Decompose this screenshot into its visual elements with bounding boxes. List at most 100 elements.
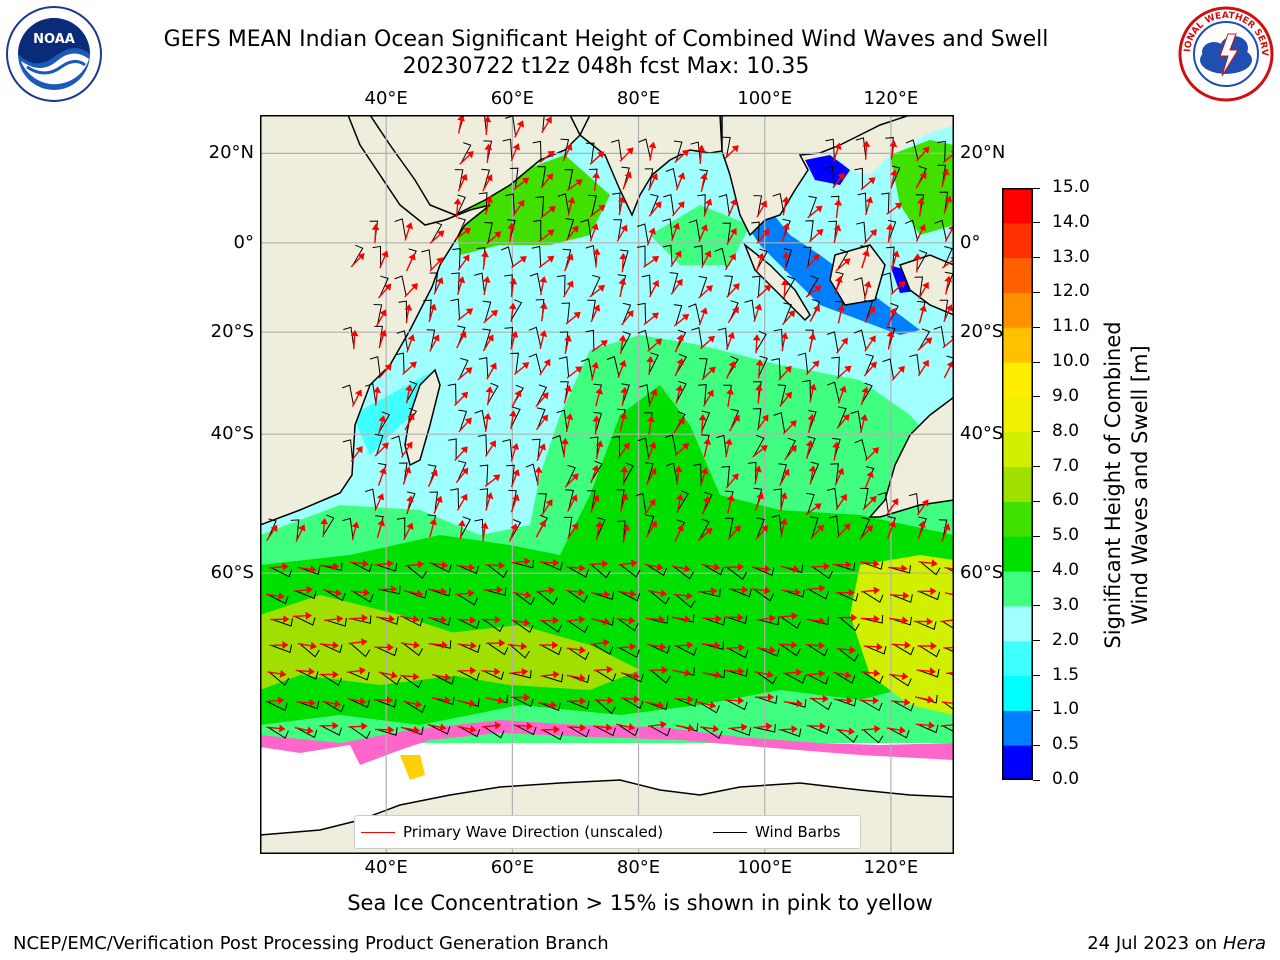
wind-barb [751, 275, 761, 297]
colorbar-segment [1002, 710, 1033, 746]
wave-direction-arrow [810, 562, 830, 571]
wind-barb [637, 329, 650, 351]
wave-direction-arrow [941, 168, 950, 188]
wind-barb [943, 246, 953, 268]
wave-direction-arrow [591, 340, 608, 353]
wave-direction-arrow [859, 696, 880, 705]
wave-direction-arrow [351, 389, 363, 407]
wind-barb [458, 409, 468, 431]
wind-barb [675, 594, 696, 609]
wind-barb [675, 329, 687, 351]
wind-barb [610, 139, 622, 160]
wave-direction-arrow [835, 727, 856, 736]
wind-barb [839, 617, 860, 632]
wave-direction-arrow [319, 721, 339, 730]
wind-barb [290, 519, 300, 540]
wind-barb [938, 519, 948, 540]
wave-direction-arrow [702, 389, 714, 407]
wind-barb [531, 245, 542, 267]
wind-barb [905, 139, 919, 160]
wave-direction-arrow [321, 699, 341, 708]
wave-direction-arrow [834, 275, 843, 295]
wind-barb [778, 463, 788, 485]
wave-direction-arrow [862, 140, 871, 160]
wind-barb [622, 302, 632, 324]
wave-direction-arrow [565, 413, 574, 433]
wave-direction-arrow [886, 330, 895, 350]
wave-direction-arrow [674, 465, 683, 485]
wind-barb [777, 384, 787, 406]
wave-direction-arrow [373, 386, 382, 406]
wave-direction-arrow [540, 173, 554, 189]
wave-direction-arrow [724, 253, 736, 271]
wave-direction-arrow [806, 669, 826, 678]
wave-direction-arrow [781, 196, 790, 216]
wind-barb [751, 221, 760, 243]
wave-direction-arrow [431, 673, 452, 681]
colorbar-segment [1002, 257, 1033, 293]
lat-tick-left: 0° [233, 231, 254, 253]
wave-direction-arrow [701, 250, 712, 268]
colorbar-tick-mark [1033, 500, 1040, 502]
wind-barb [726, 699, 748, 711]
wind-barb [722, 136, 731, 158]
wind-barb [474, 272, 485, 294]
wind-barb [700, 588, 721, 598]
wave-direction-arrow [510, 468, 520, 488]
wind-barb [773, 328, 783, 350]
wind-barb [647, 615, 669, 624]
wave-direction-arrow [379, 250, 389, 269]
wind-barb [623, 462, 634, 484]
shallow-sea-deep [805, 155, 850, 185]
wave-direction-arrow [539, 358, 551, 376]
wave-direction-arrow [406, 334, 416, 353]
wave-direction-arrow [591, 617, 611, 626]
wind-barb [826, 381, 840, 402]
wind-barb [342, 517, 354, 539]
wind-barb [552, 434, 565, 456]
wind-barb [323, 701, 345, 713]
wind-barb [398, 462, 408, 483]
wave-direction-arrow [724, 438, 733, 458]
wave-direction-arrow [698, 285, 713, 299]
wave-direction-arrow [701, 563, 721, 571]
wind-barb [619, 591, 641, 602]
wave-direction-arrow [891, 698, 911, 707]
wind-barb [272, 618, 293, 627]
borneo [829, 244, 886, 306]
colorbar-tick-mark [1033, 535, 1040, 537]
wind-barb [406, 491, 416, 513]
wind-barb [460, 516, 472, 538]
wave-direction-arrow [833, 142, 842, 162]
wave-direction-arrow [754, 465, 762, 485]
wave-direction-arrow [377, 467, 387, 486]
wave-direction-arrow [539, 276, 548, 296]
wind-barb [525, 463, 539, 484]
wave-direction-arrow [297, 565, 317, 574]
wind-barb [855, 137, 867, 158]
wave-direction-arrow [863, 361, 877, 377]
wind-barb [391, 435, 404, 456]
wave-direction-arrow [860, 414, 868, 433]
wind-barb [538, 493, 547, 514]
wind-barb [644, 168, 654, 189]
wind-barb [918, 328, 931, 350]
colorbar-tick-mark [1033, 709, 1040, 711]
wave-direction-arrow [589, 284, 606, 298]
wave-direction-arrow [431, 696, 451, 704]
wave-direction-arrow [485, 696, 505, 705]
wave-direction-arrow [589, 204, 606, 218]
wave-direction-arrow [806, 722, 827, 731]
wave-direction-arrow [293, 585, 313, 594]
wave-direction-arrow [805, 254, 820, 269]
wind-barb [703, 641, 725, 650]
wave-direction-arrow [429, 518, 438, 538]
wind-barb [806, 436, 816, 458]
wave-direction-arrow [562, 280, 574, 298]
wave-direction-arrow [940, 720, 954, 728]
wave-direction-arrow [480, 522, 489, 542]
wind-barb [509, 519, 522, 540]
wind-barb [349, 698, 371, 708]
wave-direction-arrow [915, 146, 930, 162]
wave-direction-arrow [617, 359, 627, 379]
